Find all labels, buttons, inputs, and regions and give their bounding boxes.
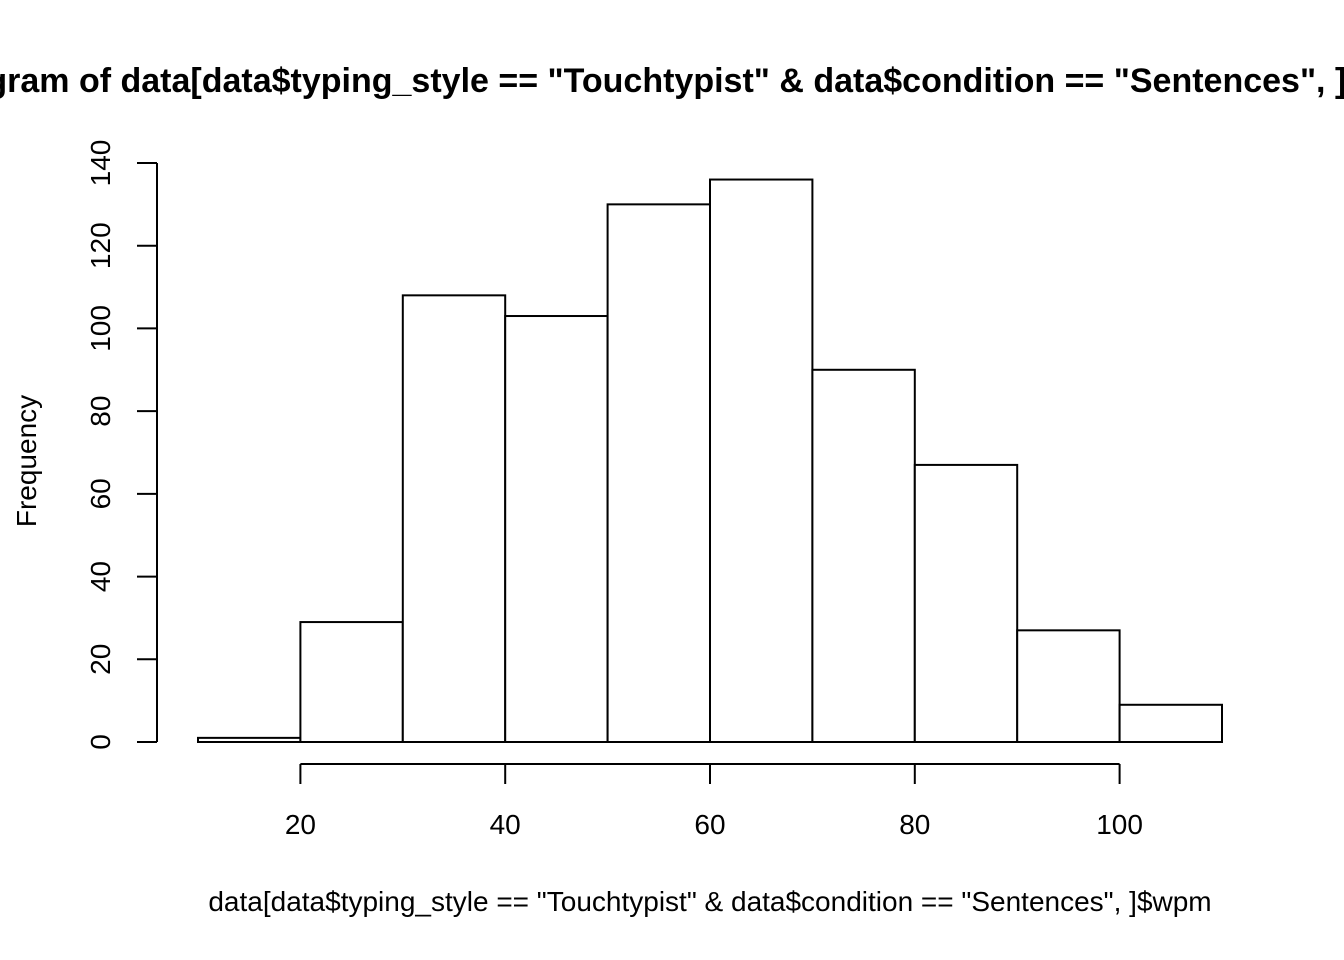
y-tick-label-80: 80 [85,396,116,427]
y-tick-label-100: 100 [85,305,116,352]
y-axis: 0 20 40 60 80 100 120 140 [85,140,158,750]
x-axis-label: data[data$typing_style == "Touchtypist" … [208,886,1211,917]
histogram-bar-70-80 [811,368,916,743]
histogram-bar-40-50 [504,315,609,743]
y-tick-label-60: 60 [85,478,116,509]
histogram-bars [197,178,1223,744]
histogram-bar-80-90 [913,463,1019,743]
chart-title: Histogram of data[data$typing_style == "… [0,62,1344,100]
histogram-bar-50-60 [606,203,711,744]
x-tick-label-40: 40 [490,809,521,840]
x-tick-label-60: 60 [694,809,725,840]
histogram-bar-60-70 [709,178,814,744]
x-tick-label-20: 20 [285,809,316,840]
x-axis: 20 40 60 80 100 [285,763,1143,840]
y-tick-label-40: 40 [85,561,116,592]
histogram-bar-90-100 [1016,629,1121,743]
y-tick-label-140: 140 [85,140,116,187]
x-tick-label-80: 80 [899,809,930,840]
y-axis-label: Frequency [11,395,42,527]
histogram-bar-100-110 [1118,703,1223,743]
y-tick-label-20: 20 [85,644,116,675]
histogram-bar-10-20 [197,736,302,743]
histogram-bar-30-40 [401,294,507,743]
histogram-bar-20-30 [299,621,404,743]
y-tick-label-0: 0 [85,734,116,750]
y-tick-label-120: 120 [85,222,116,269]
x-tick-label-100: 100 [1096,809,1143,840]
